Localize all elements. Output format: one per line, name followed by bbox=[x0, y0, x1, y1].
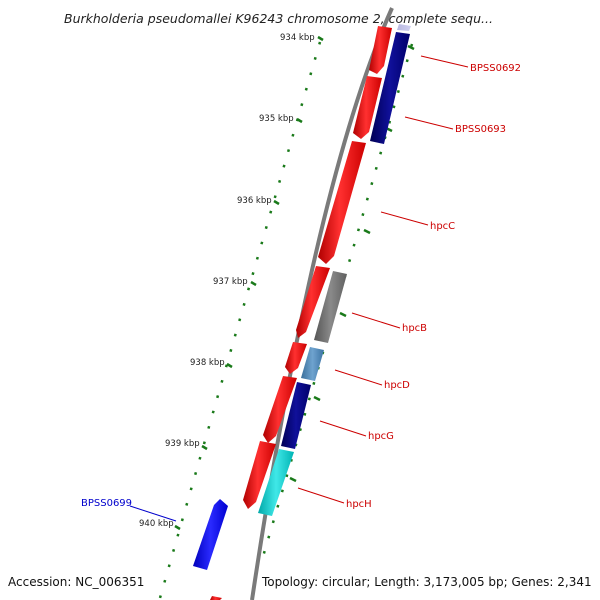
major-tick-937 bbox=[250, 280, 257, 287]
gene-arrow-hpcb[interactable] bbox=[296, 266, 330, 338]
scale-labels: 934 kbp 935 kbp 936 kbp 937 kbp 938 kbp … bbox=[139, 33, 315, 529]
gene-arrow-lavender[interactable] bbox=[397, 24, 411, 31]
accession-label: Accession: NC_006351 bbox=[8, 575, 144, 589]
gene-arrow-navy-2[interactable] bbox=[281, 382, 311, 449]
scale-label-940: 940 kbp bbox=[139, 519, 174, 529]
gene-arrow-bpss0699[interactable] bbox=[193, 499, 228, 570]
outer-tick-4 bbox=[339, 311, 347, 318]
reverse-strand-genes bbox=[193, 24, 411, 570]
gene-label-hpcb[interactable]: hpcB bbox=[402, 323, 427, 334]
leader-hpcg bbox=[319, 420, 367, 437]
forward-strand-genes bbox=[210, 26, 392, 600]
scale-label-938: 938 kbp bbox=[190, 358, 225, 368]
gene-label-bpss0692[interactable]: BPSS0692 bbox=[470, 63, 521, 74]
gene-arrow-hpch[interactable] bbox=[243, 441, 276, 509]
gene-arrow-bpss0693[interactable] bbox=[353, 76, 382, 139]
scale-label-934: 934 kbp bbox=[280, 33, 315, 43]
gene-label-hpcg[interactable]: hpcG bbox=[368, 431, 394, 442]
leader-hpcd bbox=[334, 369, 383, 386]
scale-label-939: 939 kbp bbox=[165, 439, 200, 449]
genome-stats-label: Topology: circular; Length: 3,173,005 bp… bbox=[261, 575, 592, 589]
gene-arrow-hpcg[interactable] bbox=[263, 376, 297, 443]
scale-label-937: 937 kbp bbox=[213, 277, 248, 287]
gene-label-hpcc[interactable]: hpcC bbox=[430, 221, 455, 232]
gene-arrow-cyan[interactable] bbox=[258, 449, 294, 516]
scale-label-935: 935 kbp bbox=[259, 114, 294, 124]
leader-hpcc bbox=[380, 211, 429, 226]
leader-hpch bbox=[297, 487, 345, 504]
major-tick-936 bbox=[273, 199, 280, 206]
gene-arrow-steel[interactable] bbox=[301, 347, 324, 381]
leader-bpss0692 bbox=[420, 55, 469, 68]
major-tick-940 bbox=[174, 524, 181, 531]
gene-label-hpcd[interactable]: hpcD bbox=[384, 380, 410, 391]
gene-arrow-bottom[interactable] bbox=[210, 596, 222, 600]
leader-hpcb bbox=[351, 312, 401, 329]
label-leader-lines bbox=[129, 55, 469, 522]
gene-label-hpch[interactable]: hpcH bbox=[346, 499, 372, 510]
gene-label-bpss0699[interactable]: BPSS0699 bbox=[81, 498, 132, 509]
major-tick-934 bbox=[317, 35, 324, 42]
scale-dots-inner bbox=[158, 41, 322, 599]
leader-bpss0699 bbox=[129, 505, 177, 522]
map-title: Burkholderia pseudomallei K96243 chromos… bbox=[64, 11, 493, 26]
outer-tick-6 bbox=[289, 476, 297, 483]
gene-arrow-hpcd[interactable] bbox=[285, 342, 307, 374]
outer-tick-1 bbox=[407, 44, 415, 51]
gene-labels: BPSS0692 BPSS0693 hpcC hpcB hpcD hpcG hp… bbox=[81, 63, 521, 510]
major-tick-939 bbox=[201, 444, 208, 451]
gene-arrow-navy-1[interactable] bbox=[370, 32, 410, 144]
leader-bpss0693 bbox=[404, 116, 454, 130]
gene-arrow-bpss0692[interactable] bbox=[369, 26, 392, 74]
major-tick-938 bbox=[226, 362, 233, 369]
major-tick-935 bbox=[296, 117, 303, 124]
scale-major-ticks bbox=[174, 35, 415, 531]
gene-arrow-grey[interactable] bbox=[314, 271, 347, 343]
scale-dots-outer bbox=[260, 43, 414, 561]
gene-label-bpss0693[interactable]: BPSS0693 bbox=[455, 124, 506, 135]
outer-tick-3 bbox=[363, 228, 371, 235]
scale-label-936: 936 kbp bbox=[237, 196, 272, 206]
gene-arrow-hpcc[interactable] bbox=[318, 141, 366, 264]
outer-tick-5 bbox=[313, 395, 321, 402]
